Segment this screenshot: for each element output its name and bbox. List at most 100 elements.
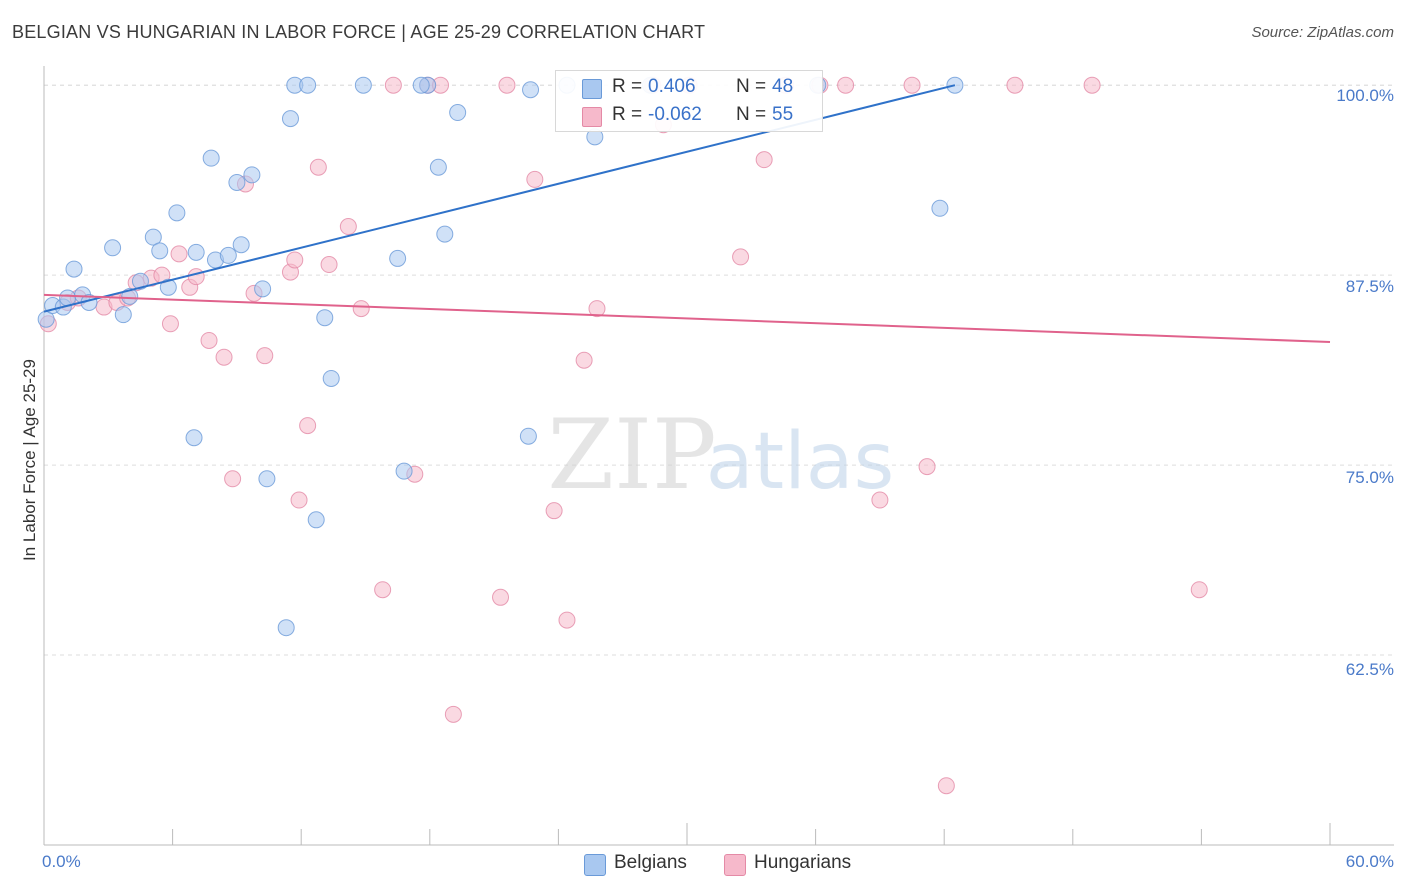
- hungarian-point: [215, 348, 233, 366]
- r-value: -0.062: [648, 104, 702, 125]
- legend-row-belgians: R = 0.406 N = 48: [556, 73, 822, 103]
- hungarian-point: [374, 581, 392, 599]
- y-tick-label: 100.0%: [1336, 86, 1394, 105]
- r-label: R =: [612, 76, 643, 97]
- belgian-point: [187, 243, 205, 261]
- hungarian-point: [498, 76, 516, 94]
- watermark-zip: ZIP: [547, 399, 716, 511]
- hungarian-point: [1190, 581, 1208, 599]
- y-tick-label: 62.5%: [1345, 660, 1394, 679]
- belgian-legend-swatch: [584, 854, 606, 876]
- belgian-point: [151, 242, 169, 260]
- belgian-point: [121, 287, 139, 305]
- chart-title: BELGIAN VS HUNGARIAN IN LABOR FORCE | AG…: [12, 22, 706, 42]
- hungarian-point: [755, 151, 773, 169]
- belgian-point: [522, 81, 540, 99]
- belgian-point: [299, 76, 317, 94]
- belgian-swatch: [582, 79, 602, 99]
- belgian-point: [316, 309, 334, 327]
- belgian-point: [389, 249, 407, 267]
- belgian-point: [104, 239, 122, 257]
- hungarian-point: [384, 76, 402, 94]
- belgian-point: [185, 429, 203, 447]
- y-tick-label: 75.0%: [1345, 468, 1394, 487]
- belgian-point: [65, 260, 83, 278]
- belgian-point: [354, 76, 372, 94]
- belgian-point: [931, 199, 949, 217]
- hungarian-point: [871, 491, 889, 509]
- belgian-point: [202, 149, 220, 167]
- r-label: R =: [612, 104, 643, 125]
- belgian-point: [144, 228, 162, 246]
- hungarian-point: [937, 777, 955, 795]
- belgian-point: [281, 110, 299, 128]
- hungarian-point: [732, 248, 750, 266]
- x-tick-label: 60.0%: [1345, 852, 1394, 871]
- belgian-point: [449, 104, 467, 122]
- hungarian-point: [526, 170, 544, 188]
- belgian-point: [519, 427, 537, 445]
- hungarian-point: [837, 76, 855, 94]
- x-tick-label: 0.0%: [42, 852, 81, 871]
- hungarian-point: [161, 315, 179, 333]
- belgian-point: [243, 166, 261, 184]
- hungarian-point: [187, 268, 205, 286]
- n-label: N =: [736, 104, 767, 125]
- n-value: 55: [772, 104, 794, 125]
- axes: [43, 66, 1394, 846]
- y-tick-label: 87.5%: [1345, 277, 1394, 296]
- hungarian-point: [492, 588, 510, 606]
- hungarian-point: [200, 331, 218, 349]
- belgian-point: [254, 280, 272, 298]
- hungarian-point: [1006, 76, 1024, 94]
- belgian-point: [277, 619, 295, 637]
- belgian-point: [258, 470, 276, 488]
- hungarian-point: [558, 611, 576, 629]
- belgian-point: [168, 204, 186, 222]
- hungarian-point: [545, 502, 563, 520]
- hungarian-point: [339, 218, 357, 236]
- belgian-point: [232, 236, 250, 254]
- hungarian-point: [256, 347, 274, 365]
- hungarian-point: [309, 158, 327, 176]
- hungarian-point: [588, 300, 606, 318]
- hungarian-point: [444, 705, 462, 723]
- hungarian-point: [918, 458, 936, 476]
- hungarian-point: [575, 351, 593, 369]
- belgian-point: [322, 369, 340, 387]
- source-label: Source: ZipAtlas.com: [1251, 24, 1394, 41]
- belgian-points: [37, 76, 964, 637]
- y-axis-label: In Labor Force | Age 25-29: [20, 359, 39, 561]
- belgian-point: [395, 462, 413, 480]
- n-value: 48: [772, 76, 794, 97]
- watermark-atlas: atlas: [706, 417, 895, 507]
- hungarian-point: [1083, 76, 1101, 94]
- hungarian-legend-swatch: [724, 854, 746, 876]
- belgian-point: [228, 173, 246, 191]
- belgian-point: [219, 246, 237, 264]
- belgian-point: [307, 511, 325, 529]
- correlation-legend: R = 0.406 N = 48 R = -0.062 N = 55: [555, 70, 823, 132]
- hungarian-point: [299, 417, 317, 435]
- legend-label-hungarians: Hungarians: [754, 852, 852, 873]
- hungarian-point: [320, 256, 338, 274]
- hungarian-point: [170, 245, 188, 263]
- r-value: 0.406: [648, 76, 696, 97]
- belgian-point: [114, 306, 132, 324]
- hungarian-point: [224, 470, 242, 488]
- belgian-point: [429, 158, 447, 176]
- belgian-point: [159, 278, 177, 296]
- legend-row-hungarians: R = -0.062 N = 55: [556, 101, 822, 131]
- belgian-point: [131, 272, 149, 290]
- hungarian-swatch: [582, 107, 602, 127]
- hungarian-point: [352, 300, 370, 318]
- hungarian-point: [903, 76, 921, 94]
- series-legend: Belgians Hungarians: [0, 852, 1406, 878]
- legend-label-belgians: Belgians: [614, 852, 687, 873]
- n-label: N =: [736, 76, 767, 97]
- hungarian-point: [290, 491, 308, 509]
- hungarian-trend-line: [43, 293, 1331, 344]
- belgian-point: [436, 225, 454, 243]
